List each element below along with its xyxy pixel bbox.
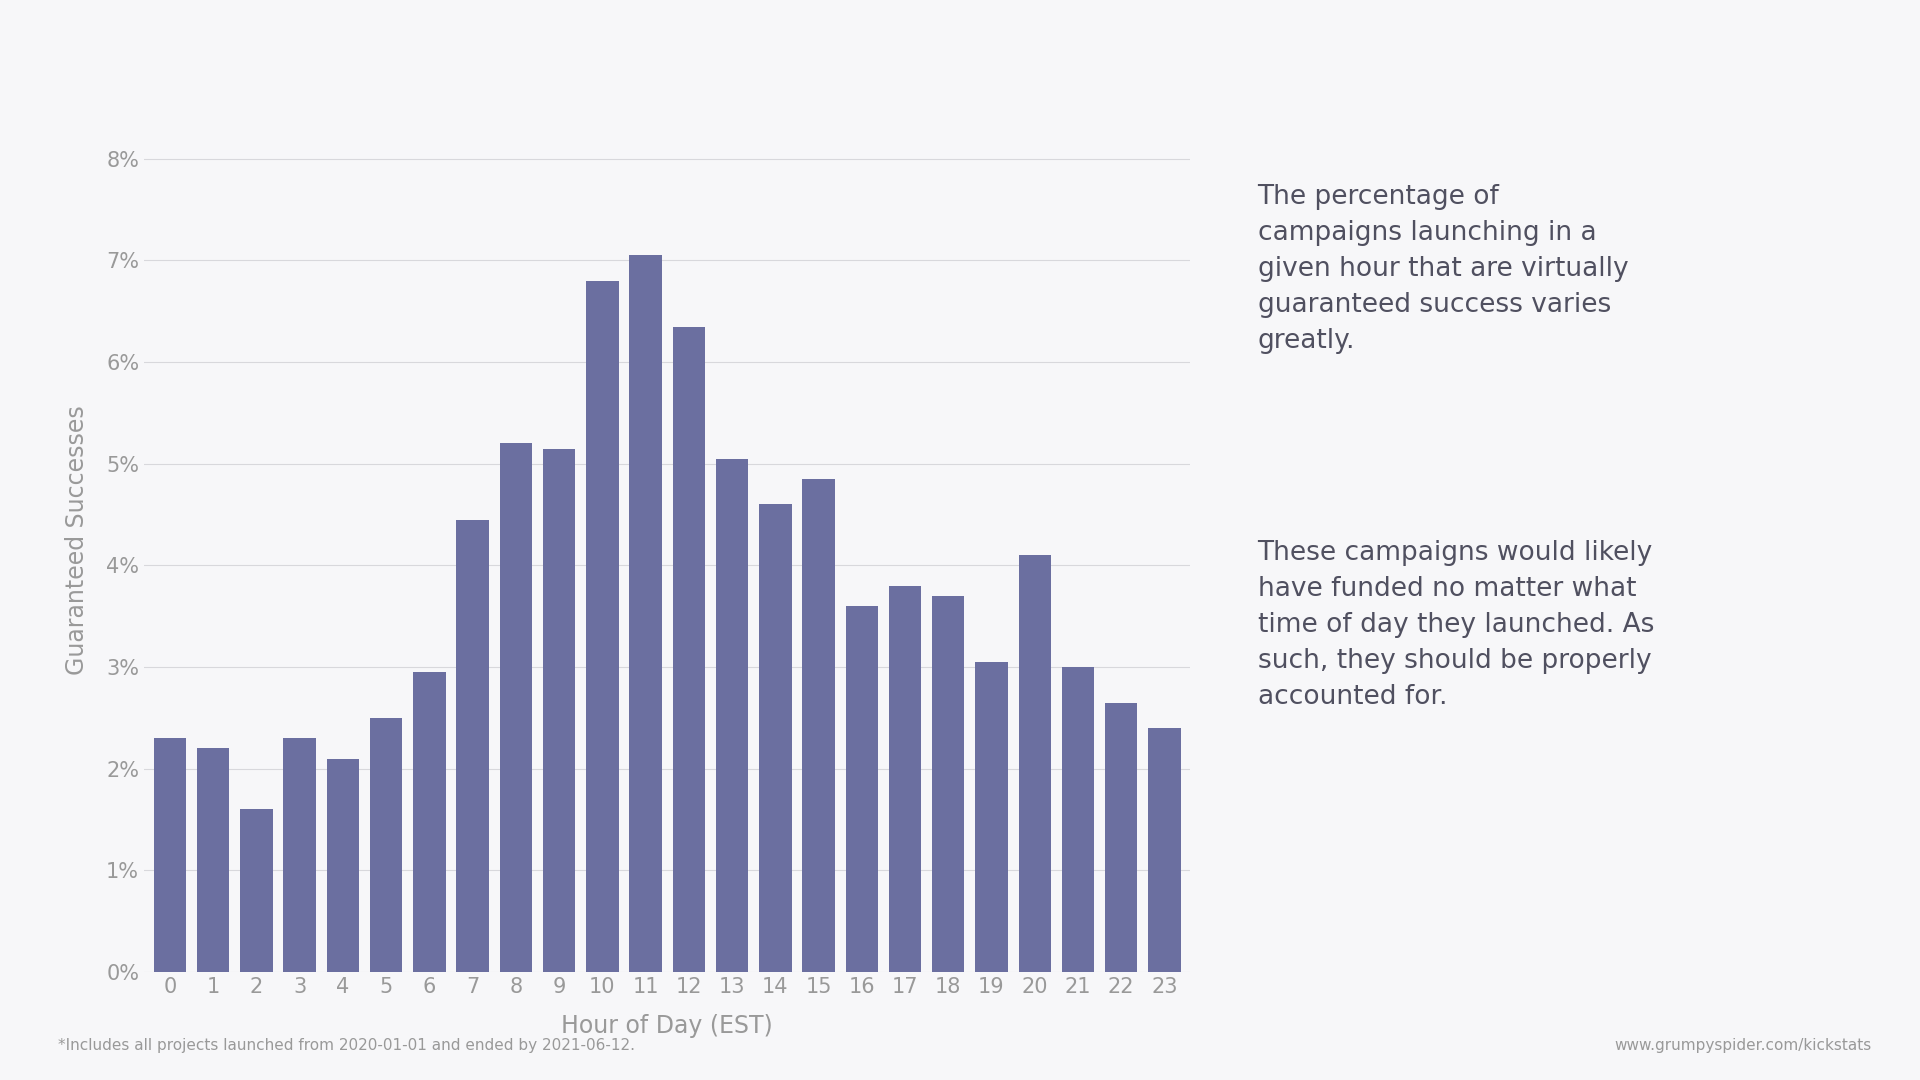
Bar [889, 585, 922, 972]
Bar [154, 739, 186, 972]
Bar [1148, 728, 1181, 972]
Bar [284, 739, 317, 972]
Text: *Includes all projects launched from 2020-01-01 and ended by 2021-06-12.: *Includes all projects launched from 202… [58, 1038, 636, 1053]
Bar [457, 519, 490, 972]
Bar [975, 662, 1008, 972]
Bar [413, 672, 445, 972]
Bar [716, 459, 749, 972]
Bar [803, 480, 835, 972]
Bar [672, 326, 705, 972]
Bar [931, 596, 964, 972]
Text: These campaigns would likely
have funded no matter what
time of day they launche: These campaigns would likely have funded… [1258, 540, 1653, 710]
Bar [758, 504, 791, 972]
Bar [845, 606, 877, 972]
Text: The percentage of
campaigns launching in a
given hour that are virtually
guarant: The percentage of campaigns launching in… [1258, 184, 1628, 353]
X-axis label: Hour of Day (EST): Hour of Day (EST) [561, 1013, 774, 1038]
Bar [630, 255, 662, 972]
Bar [198, 748, 228, 972]
Bar [586, 281, 618, 972]
Bar [499, 444, 532, 972]
Y-axis label: Guaranteed Successes: Guaranteed Successes [65, 405, 90, 675]
Bar [240, 809, 273, 972]
Bar [1062, 667, 1094, 972]
Bar [326, 758, 359, 972]
Bar [1018, 555, 1050, 972]
Text: www.grumpyspider.com/kickstats: www.grumpyspider.com/kickstats [1615, 1038, 1872, 1053]
Bar [543, 448, 576, 972]
Bar [1106, 703, 1137, 972]
Bar [371, 718, 403, 972]
